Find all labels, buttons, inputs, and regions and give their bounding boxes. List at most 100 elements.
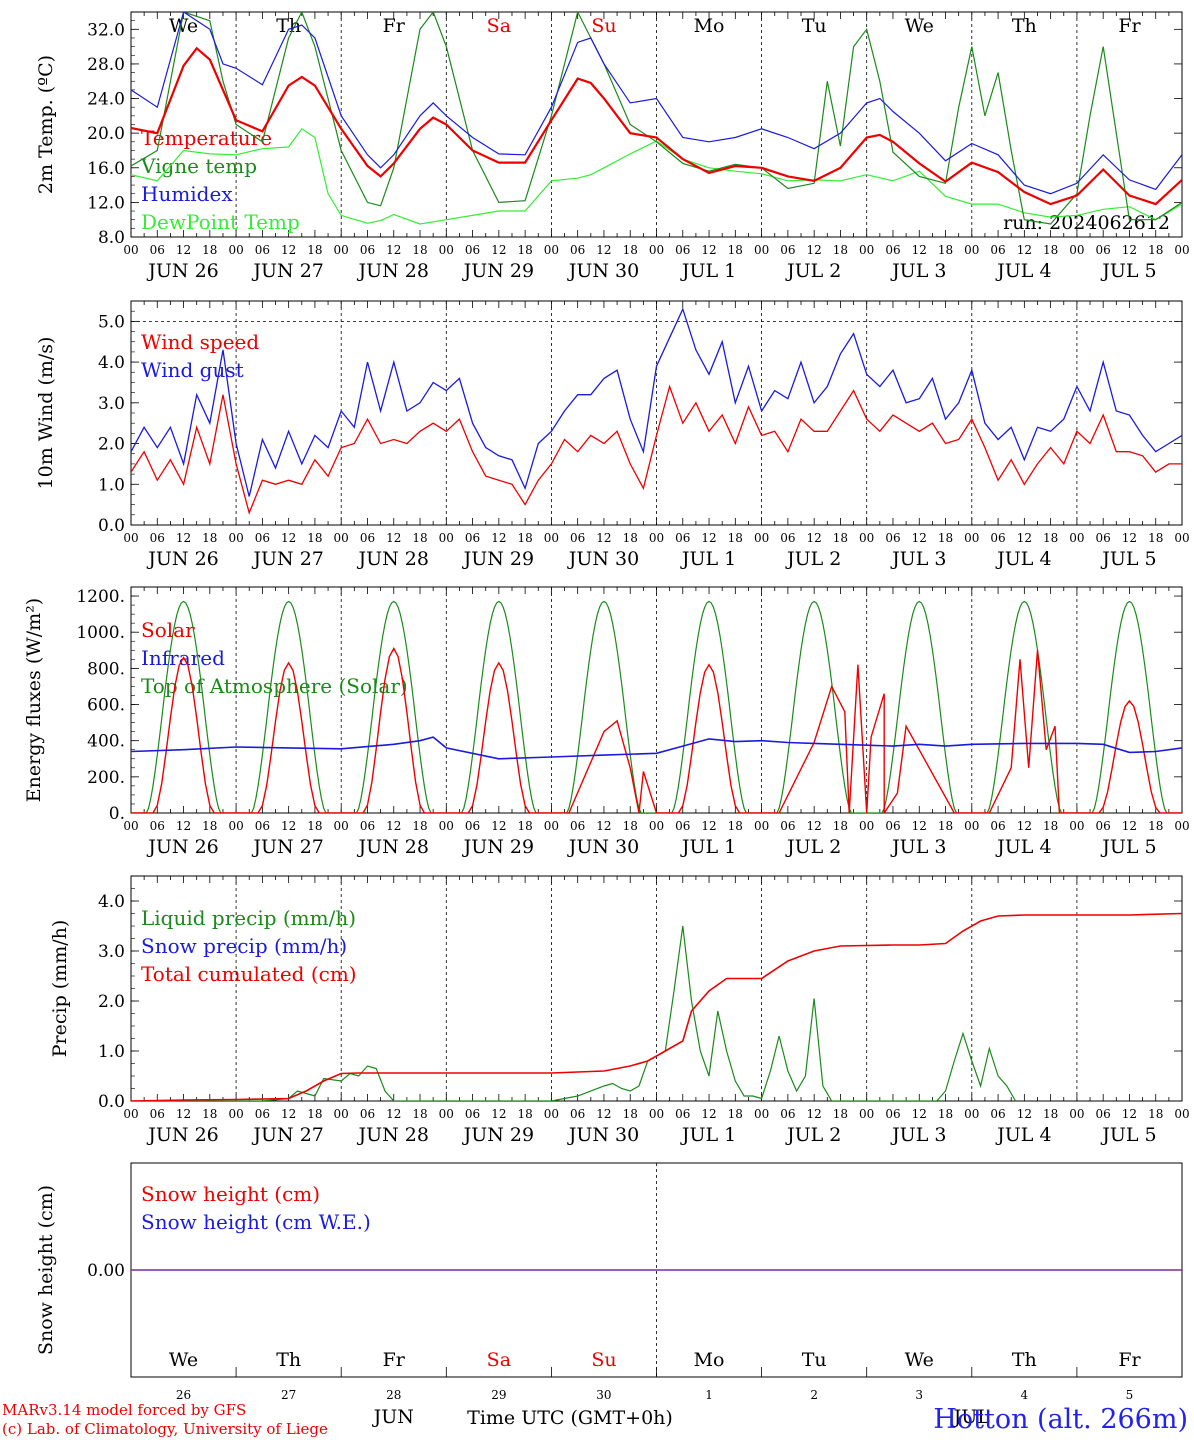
hour-tick-label: 00	[544, 1107, 559, 1121]
hour-tick-label: 18	[623, 531, 638, 545]
date-label: JUL 5	[1100, 260, 1156, 282]
hour-tick-label: 12	[176, 243, 191, 257]
hour-tick-label: 00	[859, 1107, 874, 1121]
date-label: JUL 1	[680, 836, 736, 858]
hour-tick-label: 18	[202, 243, 217, 257]
date-label: JUL 3	[890, 548, 946, 570]
date-label: JUL 5	[1100, 836, 1156, 858]
day-number: 26	[176, 1388, 191, 1402]
energy-y-axis-label: Energy fluxes (W/m²)	[23, 598, 45, 802]
hour-tick-label: 00	[439, 531, 454, 545]
hour-tick-label: 18	[623, 243, 638, 257]
series-wind-gust	[131, 307, 1182, 497]
weekday-label: Mo	[694, 15, 725, 37]
hour-tick-label: 12	[491, 243, 506, 257]
hour-tick-label: 12	[912, 243, 927, 257]
hour-tick-label: 18	[1043, 819, 1058, 833]
hour-tick-label: 18	[728, 819, 743, 833]
weekday-label-bottom: We	[169, 1349, 198, 1371]
hour-tick-label: 06	[990, 243, 1005, 257]
hour-tick-label: 00	[964, 819, 979, 833]
hour-tick-label: 18	[833, 819, 848, 833]
hour-tick-label: 00	[1069, 1107, 1084, 1121]
date-label: JUN 29	[462, 260, 534, 282]
y-tick-label: 28.0	[87, 55, 125, 75]
hour-tick-label: 18	[938, 819, 953, 833]
hour-tick-label: 18	[1148, 1107, 1163, 1121]
hour-tick-label: 12	[596, 531, 611, 545]
hour-tick-label: 00	[123, 531, 138, 545]
hour-tick-label: 00	[228, 819, 243, 833]
hour-tick-label: 18	[412, 243, 427, 257]
date-label: JUL 5	[1100, 1124, 1156, 1146]
weekday-label-bottom: We	[905, 1349, 934, 1371]
hour-tick-label: 00	[228, 1107, 243, 1121]
hour-tick-label: 00	[649, 243, 664, 257]
weekday-label-bottom: Th	[276, 1349, 301, 1371]
legend-entry: Temperature	[141, 126, 272, 150]
wind-panel: 00 06 12 18 JUN 26 00 06 12 18 JUN 27 00 06 12 18 JUN …	[35, 300, 1190, 570]
model-credit: MARv3.14 model forced by GFS	[2, 1401, 246, 1419]
hour-tick-label: 12	[281, 531, 296, 545]
hour-tick-label: 12	[281, 1107, 296, 1121]
weekday-label: Sa	[487, 15, 511, 37]
hour-tick-label: 00	[754, 819, 769, 833]
hour-tick-label: 00	[228, 531, 243, 545]
hour-tick-label: 18	[833, 531, 848, 545]
hour-tick-label: 06	[570, 819, 585, 833]
hour-tick-label: 18	[517, 243, 532, 257]
hour-tick-label: 06	[780, 819, 795, 833]
hour-tick-label: 12	[1122, 1107, 1137, 1121]
hour-tick-label: 18	[938, 531, 953, 545]
hour-tick-label: 00	[334, 531, 349, 545]
hour-tick-label: 06	[990, 531, 1005, 545]
date-label: JUN 27	[251, 260, 323, 282]
legend-entry: Snow height (cm)	[141, 1182, 320, 1206]
legend-entry: Snow height (cm W.E.)	[141, 1210, 371, 1234]
weekday-label-bottom: Th	[1012, 1349, 1037, 1371]
hour-tick-label: 12	[386, 243, 401, 257]
date-label: JUN 28	[357, 1124, 429, 1146]
hour-tick-label: 12	[491, 1107, 506, 1121]
precip-y-axis-label: Precip (mm/h)	[49, 920, 71, 1058]
weekday-label: Th	[1012, 15, 1037, 37]
hour-tick-label: 12	[1122, 531, 1137, 545]
hour-tick-label: 12	[1122, 243, 1137, 257]
hour-tick-label: 12	[1017, 1107, 1032, 1121]
hour-tick-label: 12	[807, 819, 822, 833]
hour-tick-label: 12	[701, 819, 716, 833]
day-number: 30	[596, 1388, 611, 1402]
hour-tick-label: 06	[1096, 1107, 1111, 1121]
hour-tick-label: 12	[1017, 531, 1032, 545]
hour-tick-label: 00	[228, 243, 243, 257]
hour-tick-label: 18	[833, 1107, 848, 1121]
hour-tick-label: 00	[964, 531, 979, 545]
date-label: JUN 28	[357, 548, 429, 570]
hour-tick-label: 12	[701, 243, 716, 257]
y-tick-label: 3.0	[98, 394, 125, 414]
weekday-label: We	[905, 15, 934, 37]
hour-tick-label: 06	[150, 531, 165, 545]
day-number: 27	[281, 1388, 296, 1402]
series-infrared	[131, 736, 1182, 760]
y-tick-label: 8.0	[98, 228, 125, 248]
y-tick-label: 1.0	[98, 475, 125, 495]
date-label: JUL 2	[785, 836, 841, 858]
hour-tick-label: 18	[307, 531, 322, 545]
weekday-label: Fr	[383, 15, 406, 37]
hour-tick-label: 18	[728, 1107, 743, 1121]
hour-tick-label: 06	[885, 531, 900, 545]
lab-credit: (c) Lab. of Climatology, University of L…	[2, 1420, 328, 1438]
hour-tick-label: 06	[885, 1107, 900, 1121]
hour-tick-label: 00	[649, 1107, 664, 1121]
hour-tick-label: 18	[307, 1107, 322, 1121]
hour-tick-label: 12	[701, 531, 716, 545]
y-tick-label: 16.0	[87, 159, 125, 179]
hour-tick-label: 06	[465, 243, 480, 257]
hour-tick-label: 00	[334, 1107, 349, 1121]
hour-tick-label: 00	[334, 243, 349, 257]
day-number: 1	[705, 1388, 713, 1402]
temperature-y-axis-label: 2m Temp. (ºC)	[35, 55, 57, 194]
station-label: Hotton (alt. 266m)	[933, 1404, 1188, 1435]
y-tick-label: 2.0	[98, 992, 125, 1012]
